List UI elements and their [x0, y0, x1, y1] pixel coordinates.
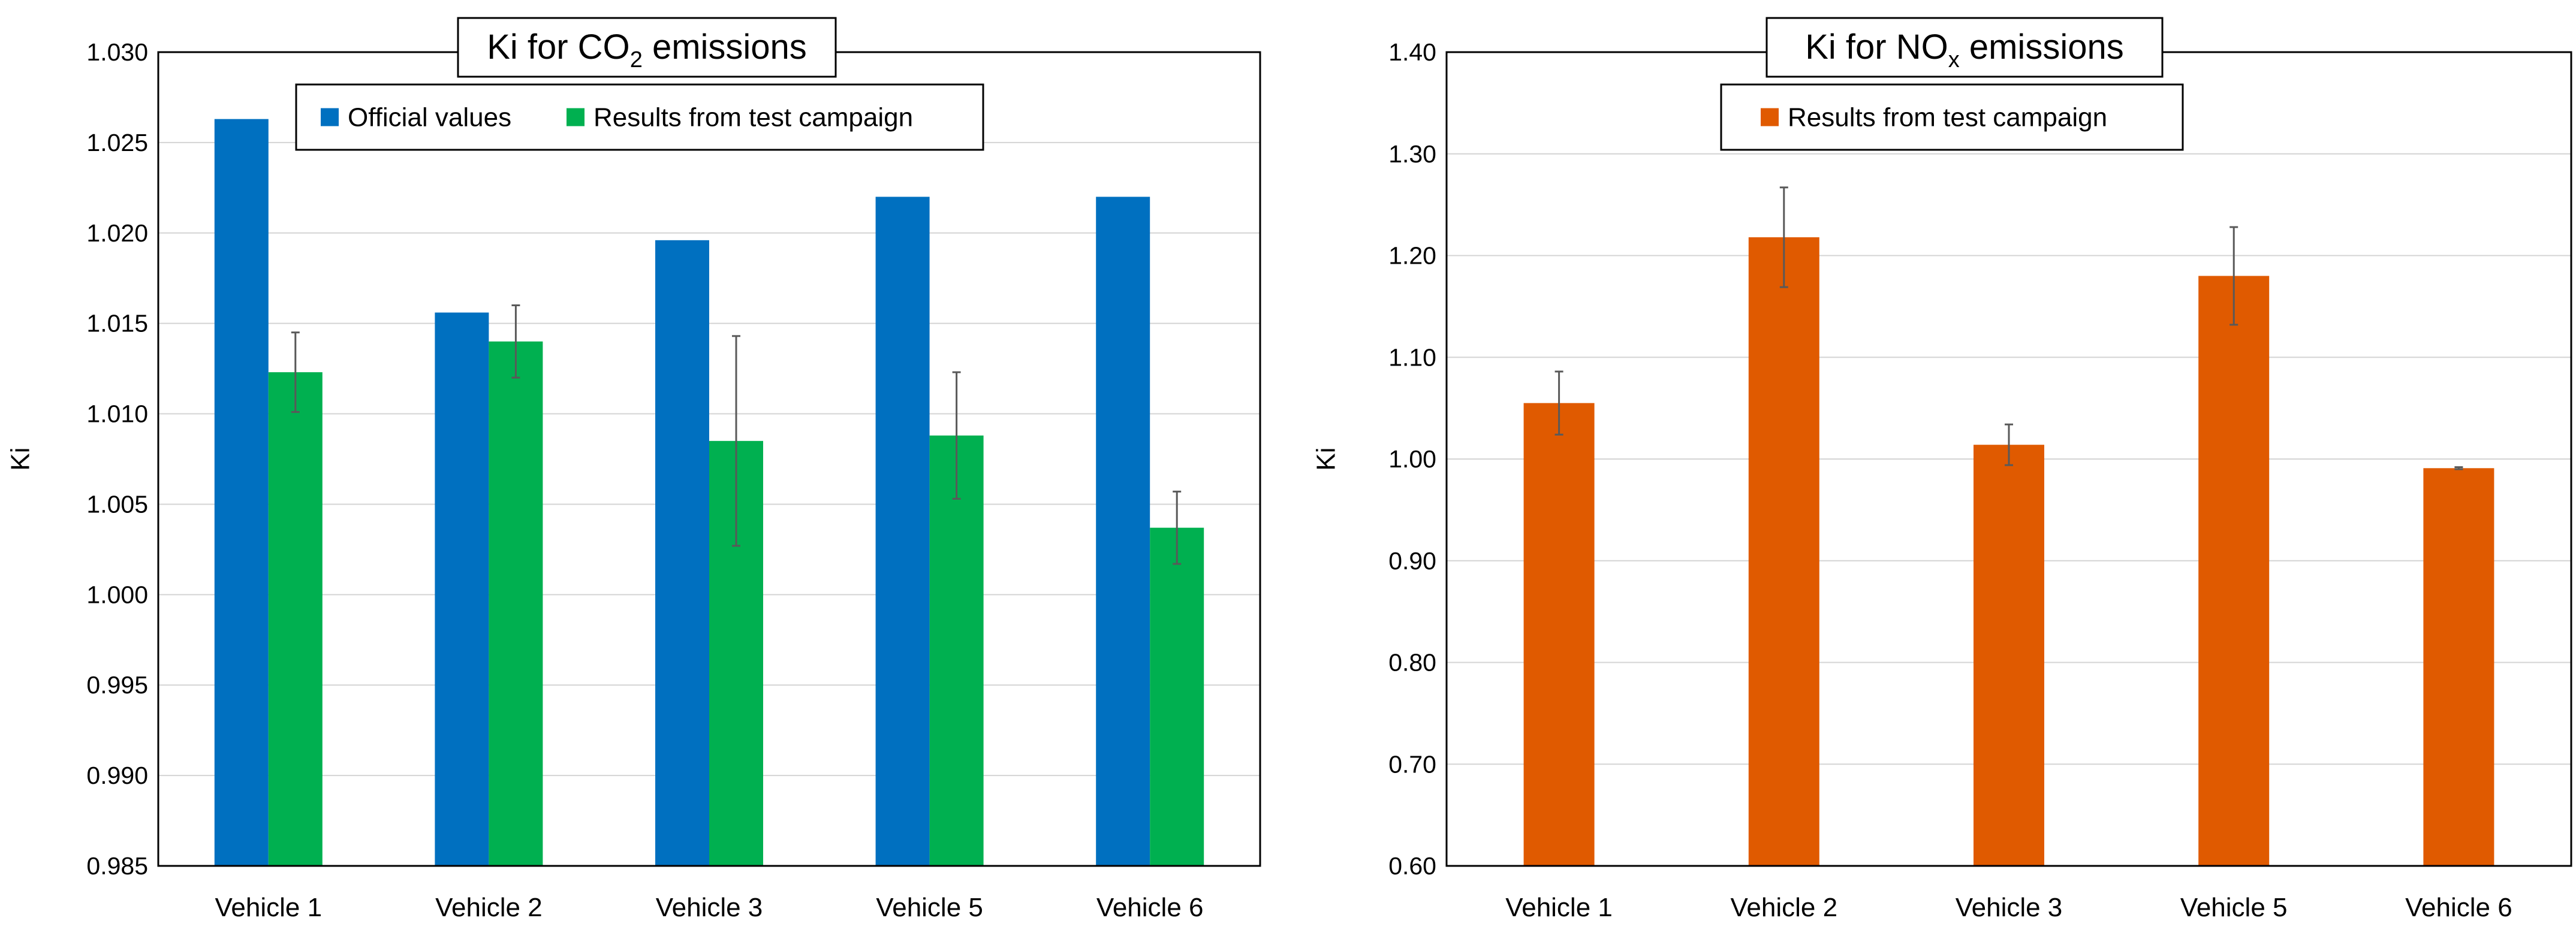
chart-title: Ki for NOx emissions [1805, 28, 2123, 73]
bar-co2-s1-1 [489, 341, 543, 866]
y-tick-label: 1.40 [1388, 38, 1436, 66]
x-tick-label: Vehicle 3 [656, 893, 763, 922]
chart-title-suffix: emissions [643, 28, 807, 67]
y-tick-label: 1.10 [1388, 343, 1436, 371]
legend-box [295, 83, 984, 151]
x-tick-label: Vehicle 1 [1505, 893, 1613, 922]
chart-title-suffix: emissions [1960, 28, 2124, 67]
y-tick-label: 0.60 [1388, 852, 1436, 880]
y-tick-label: 1.030 [86, 38, 148, 66]
y-tick-label: 1.005 [86, 490, 148, 518]
y-tick-label: 0.985 [86, 852, 148, 880]
chart-title: Ki for CO2 emissions [487, 28, 807, 73]
y-axis-label: Ki [1311, 447, 1340, 470]
legend-label: Official values [348, 103, 511, 132]
legend-box [1720, 83, 2184, 151]
x-tick-label: Vehicle 3 [1956, 893, 2063, 922]
chart-nox: 0.60 0.70 0.80 0.90 1.00 1.10 1.20 1.30 1.40 Ki Ve… [1311, 17, 2572, 922]
bar-nox-s0-0 [1523, 403, 1595, 866]
y-tick-label: 0.990 [86, 762, 148, 789]
legend-label: Results from test campaign [593, 103, 913, 132]
bar-nox-s0-1 [1748, 237, 1819, 866]
title-box [457, 17, 837, 78]
y-tick-label: 1.00 [1388, 445, 1436, 473]
y-tick-label: 1.015 [86, 310, 148, 337]
chart-title-subscript: 2 [630, 47, 643, 73]
legend-swatch [321, 108, 339, 126]
legend-swatch [1761, 108, 1779, 126]
y-tick-label: 0.70 [1388, 750, 1436, 778]
title-box [1765, 17, 2164, 78]
bar-nox-s0-4 [2423, 468, 2494, 866]
y-tick-label: 1.010 [86, 400, 148, 428]
y-tick-label: 1.30 [1388, 140, 1436, 168]
bar-co2-s0-3 [875, 197, 930, 866]
y-tick-label: 0.995 [86, 671, 148, 699]
x-tick-label: Vehicle 5 [2180, 893, 2288, 922]
bar-co2-s1-3 [929, 435, 984, 866]
y-tick-label: 1.025 [86, 129, 148, 156]
y-tick-label: 0.90 [1388, 547, 1436, 575]
chart-title-subscript: x [1948, 47, 1960, 73]
chart-co2: 0.985 0.990 0.995 1.000 1.005 1.010 1.015 1.020… [5, 17, 1261, 922]
x-tick-label: Vehicle 6 [1096, 893, 1204, 922]
x-tick-label: Vehicle 2 [435, 893, 543, 922]
legend-swatch [567, 108, 585, 126]
y-tick-label: 1.20 [1388, 242, 1436, 270]
chart-title-main: Ki for NO [1805, 28, 1948, 67]
y-tick-label: 0.80 [1388, 649, 1436, 677]
bar-co2-s1-0 [268, 372, 323, 866]
bar-co2-s0-2 [655, 240, 709, 866]
y-axis-label: Ki [5, 447, 35, 470]
bar-co2-s0-4 [1096, 197, 1150, 866]
x-tick-label: Vehicle 1 [215, 893, 323, 922]
y-tick-label: 1.020 [86, 219, 148, 247]
bar-co2-s0-1 [435, 312, 489, 866]
bar-nox-s0-2 [1974, 445, 2044, 866]
x-tick-label: Vehicle 2 [1731, 893, 1838, 922]
bar-co2-s0-0 [214, 119, 269, 866]
chart-title-main: Ki for CO [487, 28, 630, 67]
legend-label: Results from test campaign [1788, 103, 2107, 132]
bar-co2-s1-4 [1150, 527, 1204, 866]
x-tick-label: Vehicle 6 [2405, 893, 2512, 922]
y-tick-label: 1.000 [86, 581, 148, 608]
bar-nox-s0-3 [2198, 276, 2270, 866]
x-tick-label: Vehicle 5 [876, 893, 983, 922]
